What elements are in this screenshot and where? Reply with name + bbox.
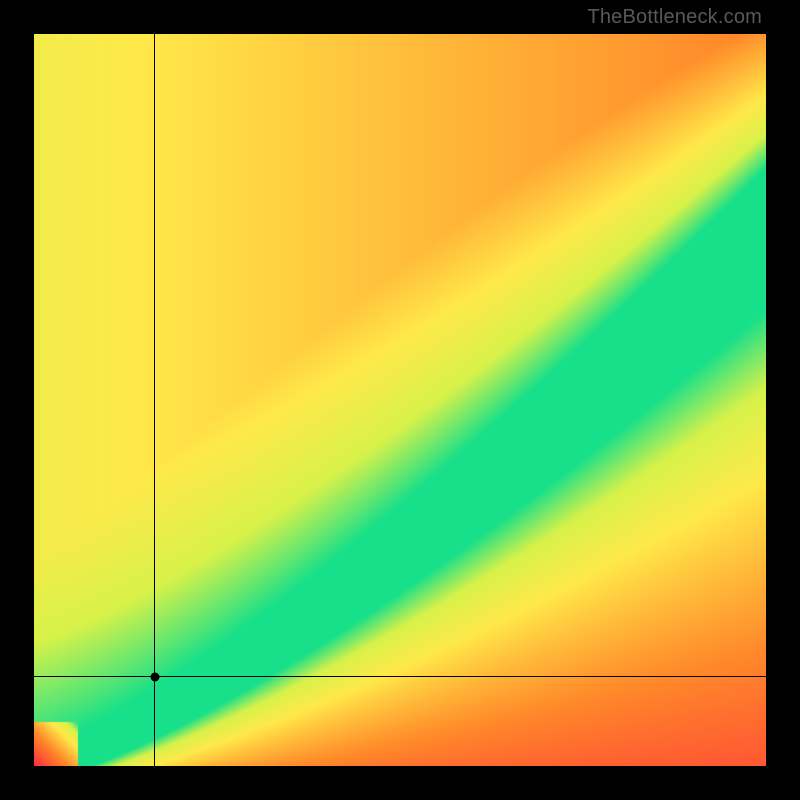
watermark-text: TheBottleneck.com [587,6,762,29]
plot-area [34,34,766,766]
crosshair-horizontal [34,676,766,677]
crosshair-vertical [154,34,155,766]
selection-marker [150,672,159,681]
heatmap-canvas [34,34,766,766]
